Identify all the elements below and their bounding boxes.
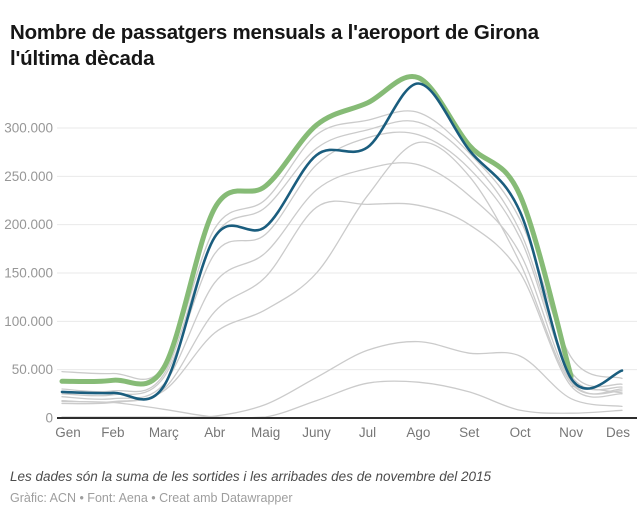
x-tick-label-Abr: Abr bbox=[204, 425, 226, 440]
y-tick-label-250.000: 250.000 bbox=[4, 169, 53, 184]
x-tick-label-Ago: Ago bbox=[406, 425, 430, 440]
y-axis-labels: 0 50.000 100.000 150.000 200.000 250.000 300.0… bbox=[4, 121, 53, 426]
x-tick-label-Maig: Maig bbox=[251, 425, 280, 440]
series-line-destacat-verd bbox=[59, 73, 574, 387]
x-tick-label-Juny: Juny bbox=[302, 425, 331, 440]
x-tick-label-Feb: Feb bbox=[101, 425, 124, 440]
y-tick-label-0: 0 bbox=[45, 411, 53, 426]
y-tick-label-50.000: 50.000 bbox=[12, 362, 53, 377]
chart-title-line-1: Nombre de passatgers mensuals a l'aeropo… bbox=[10, 20, 539, 44]
x-tick-label-Nov: Nov bbox=[559, 425, 583, 440]
chart-credit: Gràfic: ACN • Font: Aena • Creat amb Dat… bbox=[10, 490, 293, 505]
x-tick-label-Oct: Oct bbox=[510, 425, 531, 440]
x-tick-label-Jul: Jul bbox=[359, 425, 376, 440]
series-line-any-gris-parcial bbox=[570, 385, 623, 394]
series-line-any-gris-3 bbox=[61, 131, 623, 397]
line-chart: 0 50.000 100.000 150.000 200.000 250.000 300.0… bbox=[4, 73, 637, 440]
chart-title-line-2: l'última dècada bbox=[10, 47, 155, 71]
series-line-any-gris-2 bbox=[61, 120, 623, 393]
y-tick-label-150.000: 150.000 bbox=[4, 266, 53, 281]
series-line-any-gris-baix-2 bbox=[61, 380, 623, 419]
y-tick-label-100.000: 100.000 bbox=[4, 314, 53, 329]
chart-footnote: Les dades són la suma de les sortides i … bbox=[10, 468, 492, 484]
series-layer bbox=[59, 73, 624, 419]
x-tick-label-Des: Des bbox=[606, 425, 630, 440]
x-axis-labels: Gen Feb Març Abr Maig Juny Jul Ago Set Oct Nov Des bbox=[55, 425, 630, 440]
chart-title: Nombre de passatgers mensuals a l'aeropo… bbox=[10, 20, 630, 73]
y-tick-label-300.000: 300.000 bbox=[4, 121, 53, 136]
series-line-destacat-blau bbox=[60, 82, 624, 401]
y-tick-label-200.000: 200.000 bbox=[4, 217, 53, 232]
series-line-any-gris-5 bbox=[61, 200, 623, 403]
x-tick-label-Set: Set bbox=[459, 425, 480, 440]
x-tick-label-Gen: Gen bbox=[55, 425, 81, 440]
x-tick-label-Març: Març bbox=[149, 425, 179, 440]
series-line-any-gris-6 bbox=[61, 141, 623, 405]
